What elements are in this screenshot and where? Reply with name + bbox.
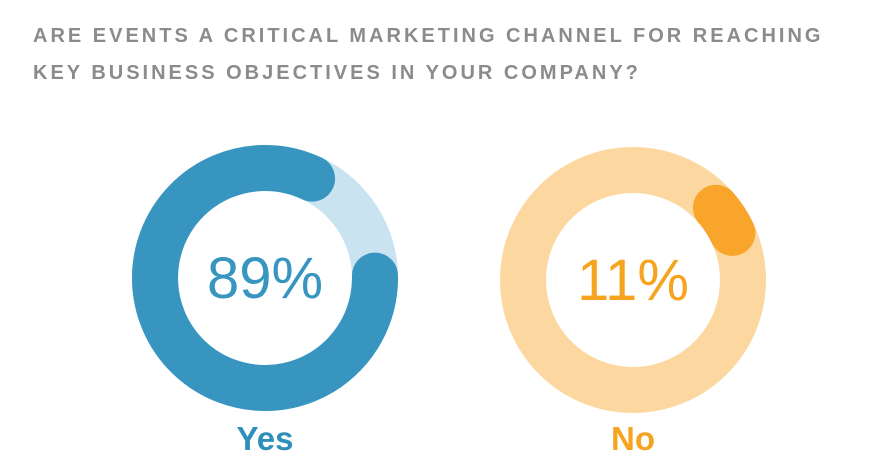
donut-arc — [500, 147, 766, 413]
donut-svg-no — [500, 147, 766, 413]
donut-svg-yes — [132, 145, 398, 411]
donut-chart-yes: 89% — [129, 142, 401, 414]
donut-chart-no: 11% — [497, 144, 769, 416]
donut-label-no: No — [611, 420, 655, 457]
donut-label-yes: Yes — [236, 420, 294, 457]
page-title: ARE EVENTS A CRITICAL MARKETING CHANNEL … — [33, 18, 853, 92]
page-title-line-2: KEY BUSINESS OBJECTIVES IN YOUR COMPANY? — [33, 62, 641, 84]
page-title-line-1: ARE EVENTS A CRITICAL MARKETING CHANNEL … — [33, 25, 824, 47]
donut-arc — [132, 145, 398, 411]
donut-track — [500, 147, 766, 413]
